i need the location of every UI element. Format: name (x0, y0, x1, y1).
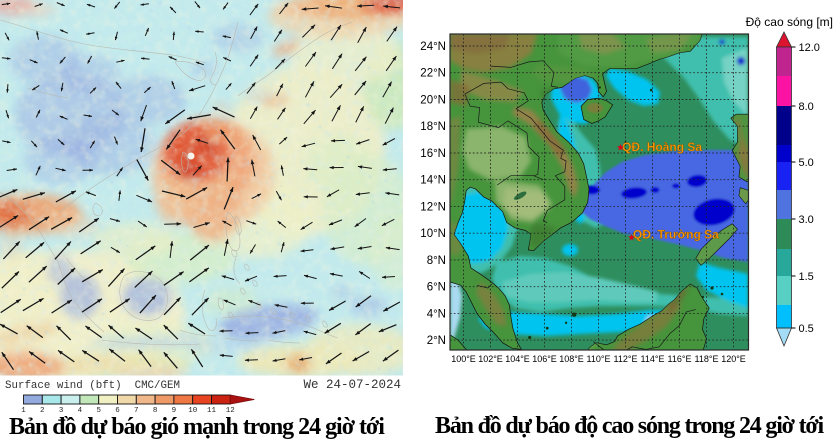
svg-text:4: 4 (78, 407, 83, 415)
svg-text:112°E: 112°E (614, 354, 638, 364)
svg-text:16°N: 16°N (420, 148, 446, 160)
svg-text:6°N: 6°N (427, 282, 446, 294)
svg-text:14°N: 14°N (420, 175, 446, 187)
svg-text:0.5: 0.5 (799, 323, 814, 335)
svg-text:9: 9 (172, 407, 177, 415)
svg-text:3: 3 (59, 407, 64, 415)
svg-text:10: 10 (188, 407, 198, 415)
svg-text:QĐ. Trường Sa: QĐ. Trường Sa (633, 228, 719, 242)
svg-text:QĐ. Hoàng Sa: QĐ. Hoàng Sa (622, 140, 702, 154)
svg-text:8: 8 (153, 407, 158, 415)
svg-text:We 24-07-2024: We 24-07-2024 (303, 378, 401, 392)
svg-text:5.0: 5.0 (799, 157, 814, 169)
svg-text:116°E: 116°E (668, 354, 692, 364)
svg-text:Độ cao sóng [m]: Độ cao sóng [m] (746, 15, 833, 29)
svg-text:6: 6 (115, 407, 120, 415)
svg-text:1: 1 (21, 407, 26, 415)
svg-text:12°N: 12°N (420, 201, 446, 213)
svg-text:106°E: 106°E (532, 354, 557, 364)
svg-text:4°N: 4°N (427, 308, 446, 320)
svg-text:7: 7 (134, 407, 139, 415)
svg-text:2°N: 2°N (427, 335, 446, 347)
svg-text:120°E: 120°E (721, 354, 746, 364)
svg-text:110°E: 110°E (587, 354, 611, 364)
svg-text:118°E: 118°E (695, 354, 719, 364)
svg-text:Surface wind (bft) CMC/GEM: Surface wind (bft) CMC/GEM (5, 380, 180, 392)
svg-text:102°E: 102°E (478, 354, 503, 364)
svg-text:12: 12 (226, 407, 235, 415)
svg-text:11: 11 (207, 407, 217, 415)
svg-text:24°N: 24°N (420, 41, 446, 53)
svg-text:5: 5 (96, 407, 101, 415)
svg-text:22°N: 22°N (420, 68, 446, 80)
svg-text:10°N: 10°N (420, 228, 446, 240)
svg-text:8.0: 8.0 (799, 101, 814, 113)
svg-text:2: 2 (40, 407, 45, 415)
svg-text:8°N: 8°N (427, 255, 446, 267)
svg-text:18°N: 18°N (420, 121, 446, 133)
svg-text:100°E: 100°E (451, 354, 476, 364)
svg-text:104°E: 104°E (505, 354, 530, 364)
svg-text:12.0: 12.0 (799, 42, 820, 54)
svg-text:114°E: 114°E (641, 354, 665, 364)
svg-text:3.0: 3.0 (799, 214, 814, 226)
svg-text:20°N: 20°N (420, 95, 446, 107)
svg-text:108°E: 108°E (559, 354, 584, 364)
svg-text:1.5: 1.5 (799, 271, 814, 283)
